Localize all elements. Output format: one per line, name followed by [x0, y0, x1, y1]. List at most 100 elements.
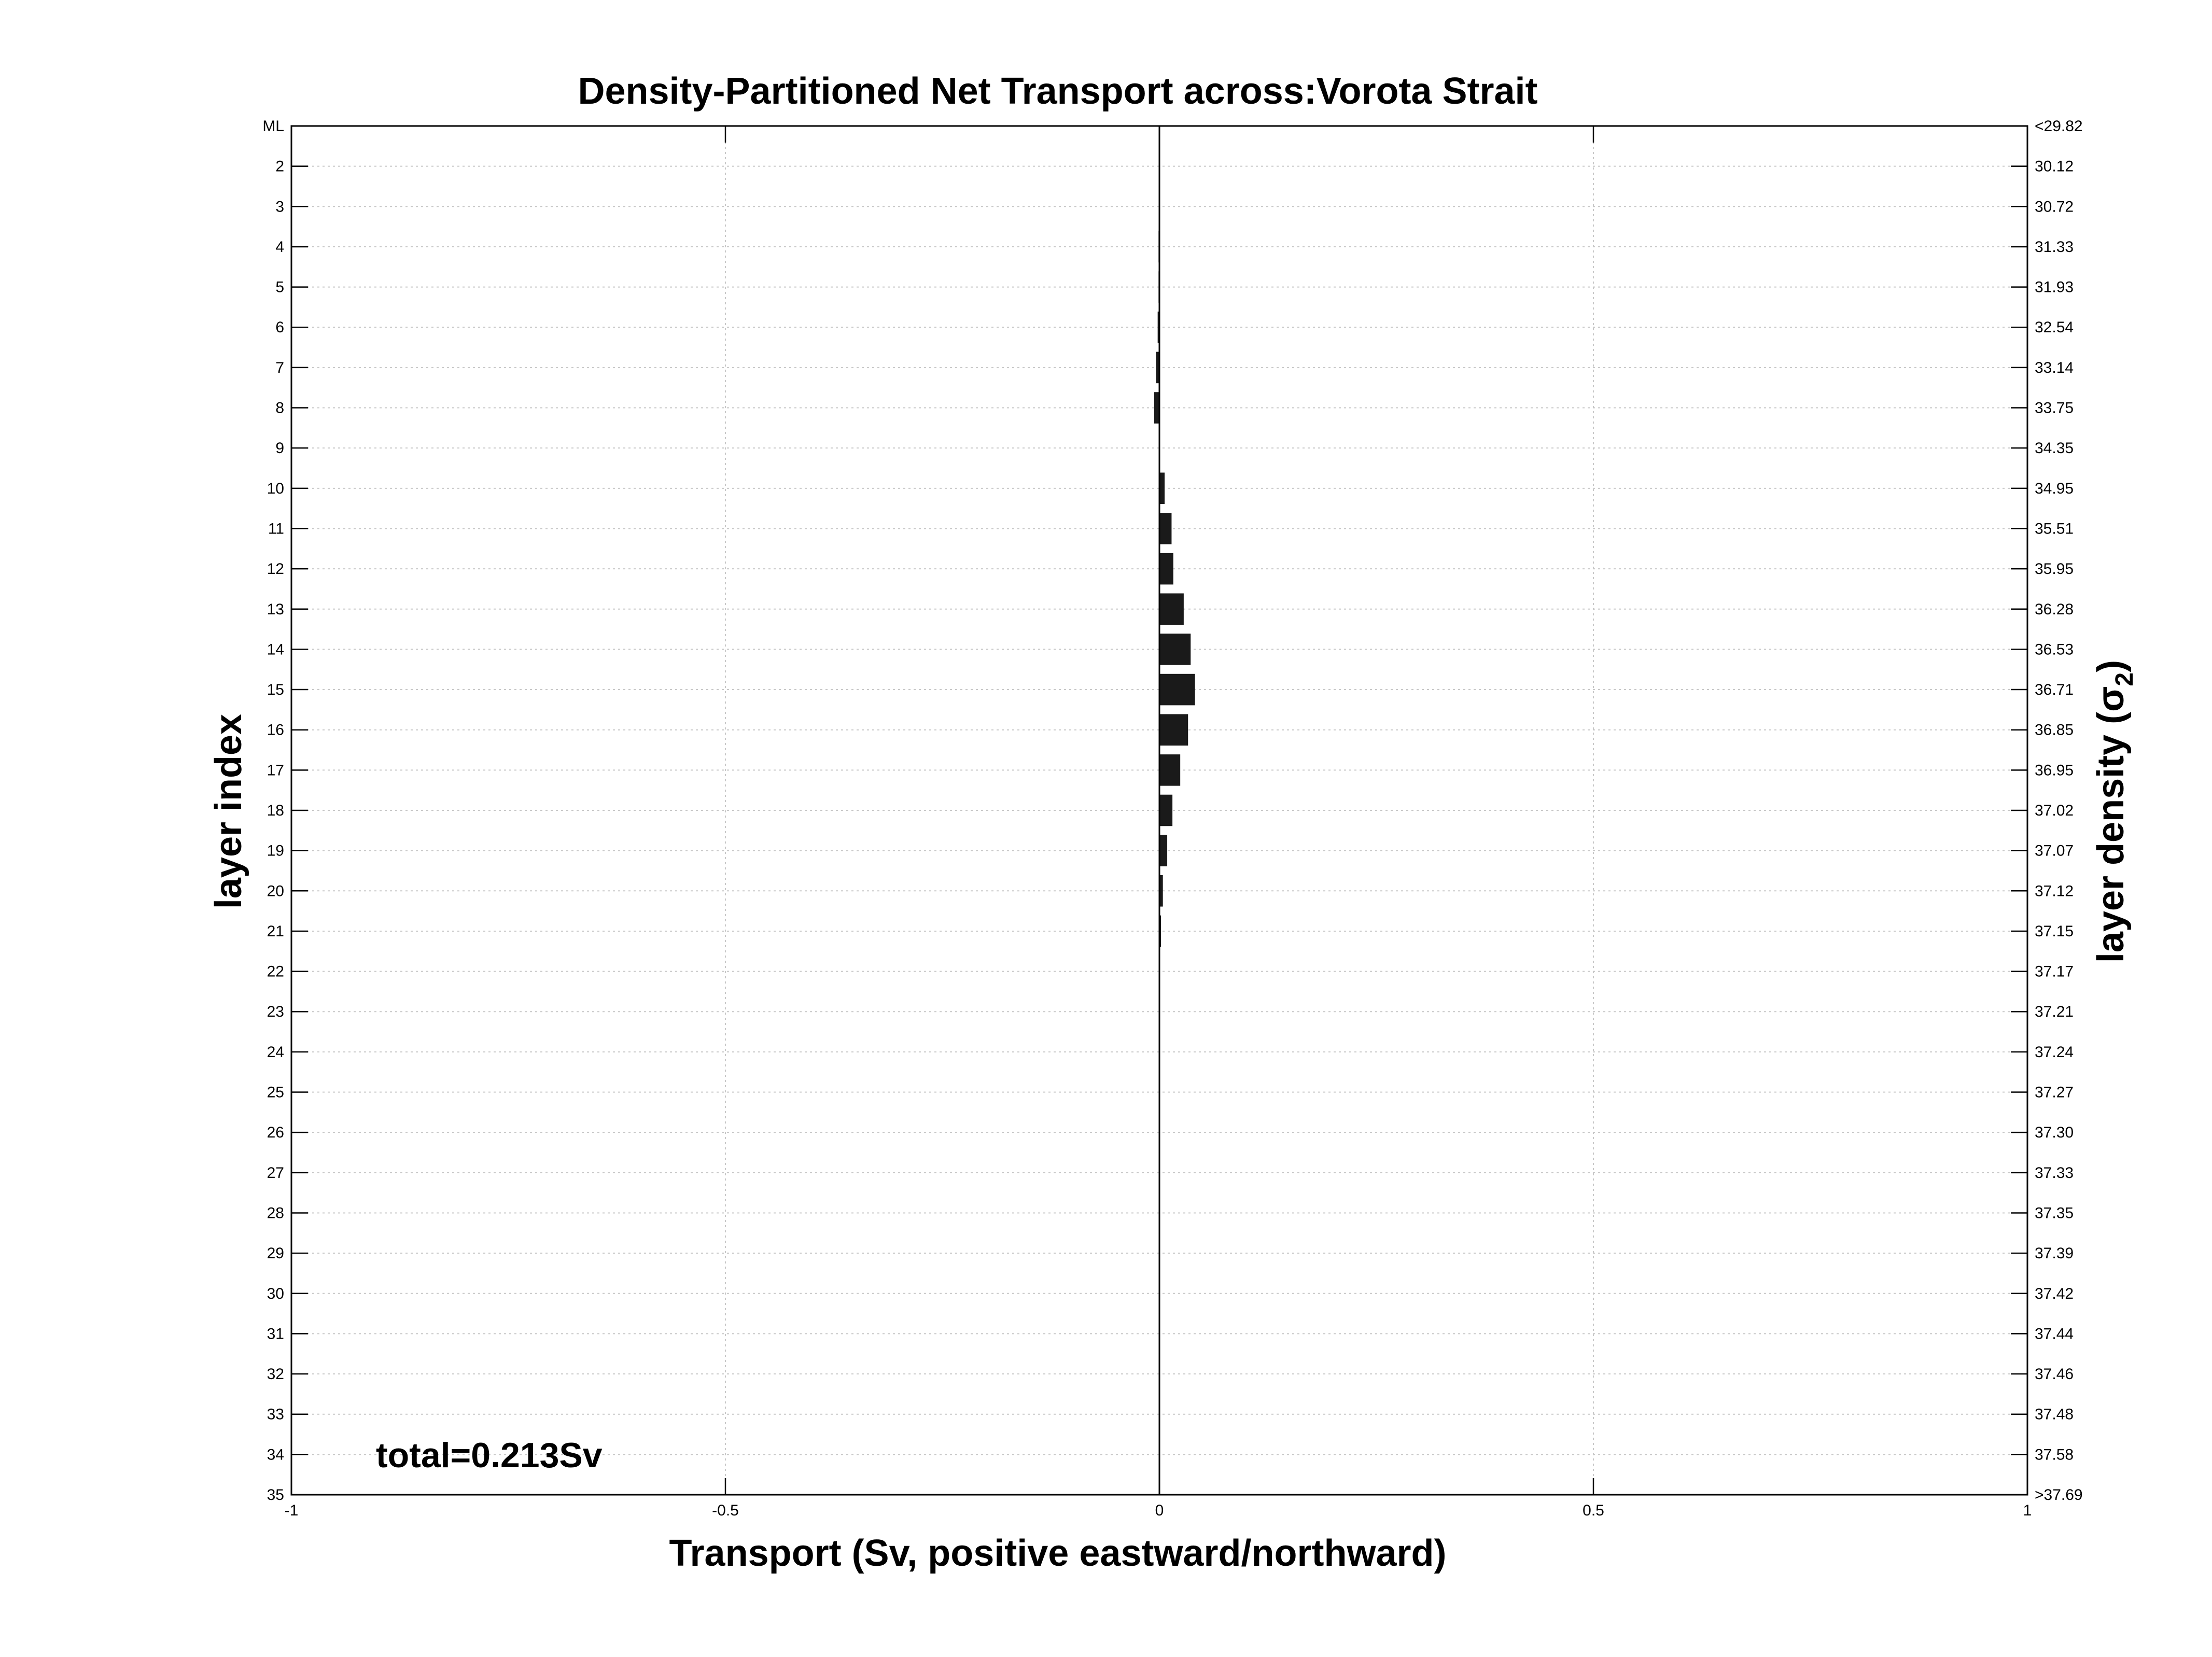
y-tick-label-left: 13 [267, 601, 284, 618]
x-tick-label: 0 [1155, 1502, 1164, 1519]
y-tick-label-left: 11 [268, 520, 284, 537]
bar [1154, 392, 1159, 424]
bar [1159, 835, 1168, 866]
y-tick-label-right: 37.15 [2035, 923, 2074, 940]
y-tick-label-left: 8 [275, 400, 284, 417]
bar [1159, 472, 1165, 504]
bars [1154, 231, 1195, 947]
y-tick-label-right: 35.51 [2035, 520, 2074, 537]
y-tick-label-right: 30.12 [2035, 158, 2074, 175]
y-tick-label-left: 10 [267, 480, 284, 497]
y-tick-label-right: <29.82 [2035, 118, 2083, 135]
y-tick-label-right: 35.95 [2035, 560, 2074, 578]
y-tick-label-left: 21 [267, 923, 284, 940]
y-tick-label-left: 9 [275, 440, 284, 457]
y-tick-label-right: 36.53 [2035, 641, 2074, 658]
y-tick-label-left: 23 [267, 1003, 284, 1020]
y-tick-label-left: 35 [267, 1486, 284, 1504]
y-tick-label-left: 19 [267, 842, 284, 860]
bar [1159, 513, 1172, 544]
bar [1159, 593, 1184, 625]
chart-title: Density-Partitioned Net Transport across… [578, 71, 1537, 112]
y-tick-label-right: 31.93 [2035, 279, 2074, 296]
y-axis-label-right: layer density (σ2) [2090, 660, 2138, 963]
y-tick-label-right: 37.46 [2035, 1366, 2074, 1383]
sigma-subscript: 2 [2111, 672, 2138, 686]
y-tick-label-left: 20 [267, 882, 284, 900]
y-axis-label-right-text: layer density ( [2090, 712, 2132, 963]
y-tick-label-left: 25 [267, 1084, 284, 1101]
y-tick-label-right: 37.44 [2035, 1325, 2074, 1342]
total-annotation: total=0.213Sv [376, 1436, 603, 1475]
y-tick-label-left: 30 [267, 1285, 284, 1302]
ticks [290, 125, 2028, 1496]
bar [1157, 311, 1159, 343]
x-tick-label: -1 [285, 1502, 299, 1519]
y-tick-label-left: 12 [267, 560, 284, 578]
y-tick-label-left: 27 [267, 1164, 284, 1182]
y-tick-label-left: 26 [267, 1124, 284, 1141]
y-tick-label-left: 34 [267, 1446, 284, 1463]
y-tick-label-right: 37.48 [2035, 1406, 2074, 1423]
y-tick-label-right: 34.35 [2035, 440, 2074, 457]
y-tick-label-left: 22 [267, 963, 284, 980]
y-tick-label-right: 37.27 [2035, 1084, 2074, 1101]
y-tick-label-right: 37.17 [2035, 963, 2074, 980]
y-tick-label-left: 31 [267, 1325, 284, 1342]
bar [1159, 553, 1173, 585]
bar [1159, 754, 1181, 786]
y-tick-label-right: 36.95 [2035, 762, 2074, 779]
y-tick-label-right: 37.07 [2035, 842, 2074, 860]
y-tick-label-right: 37.58 [2035, 1446, 2074, 1463]
y-tick-label-right: 37.33 [2035, 1164, 2074, 1182]
y-tick-label-left: 15 [267, 681, 284, 698]
y-tick-label-right: 36.71 [2035, 681, 2074, 698]
y-tick-label-left: 5 [275, 279, 284, 296]
y-tick-label-right: 36.85 [2035, 722, 2074, 739]
y-tick-label-left: 18 [267, 802, 284, 819]
y-tick-label-right: 37.12 [2035, 882, 2074, 900]
y-tick-label-right: 30.72 [2035, 198, 2074, 215]
y-tick-label-right: 37.35 [2035, 1204, 2074, 1221]
y-tick-label-right: 37.21 [2035, 1003, 2074, 1020]
y-tick-label-right: 33.75 [2035, 400, 2074, 417]
y-tick-label-left: 32 [267, 1366, 284, 1383]
y-tick-label-right: 37.30 [2035, 1124, 2074, 1141]
y-tick-label-left: ML [262, 118, 284, 135]
y-tick-label-right: 32.54 [2035, 319, 2074, 336]
y-axis-label-left: layer index [208, 714, 249, 909]
y-tick-label-left: 3 [275, 198, 284, 215]
y-tick-label-right: 34.95 [2035, 480, 2074, 497]
y-tick-label-left: 17 [267, 762, 284, 779]
y-tick-label-left: 14 [267, 641, 284, 658]
y-axis-label-right-close: ) [2090, 660, 2132, 672]
tick-labels: ML <29.82 2 30.12 3 30.72 4 31.33 5 31.93 6 32.54 7 3… [262, 118, 2082, 1519]
x-tick-label: 0.5 [1583, 1502, 1604, 1519]
x-tick-label: 1 [2023, 1502, 2032, 1519]
y-tick-label-right: 37.42 [2035, 1285, 2074, 1302]
y-tick-label-left: 28 [267, 1204, 284, 1221]
y-tick-label-right: 33.14 [2035, 359, 2074, 376]
bar [1159, 714, 1188, 746]
y-tick-label-right: 37.02 [2035, 802, 2074, 819]
sigma-symbol: σ [2090, 686, 2132, 712]
bar [1159, 634, 1191, 665]
y-tick-label-right: 31.33 [2035, 238, 2074, 256]
y-tick-label-left: 7 [275, 359, 284, 376]
bar [1156, 352, 1159, 384]
y-tick-label-right: 37.24 [2035, 1044, 2074, 1061]
bar [1159, 673, 1195, 706]
y-tick-label-left: 16 [267, 722, 284, 739]
y-tick-label-left: 2 [275, 158, 284, 175]
x-axis-label: Transport (Sv, positive eastward/northwa… [669, 1533, 1447, 1574]
bar [1159, 794, 1173, 826]
y-tick-label-right: 36.28 [2035, 601, 2074, 618]
y-tick-label-left: 24 [267, 1044, 284, 1061]
y-tick-label-right: 37.39 [2035, 1245, 2074, 1262]
y-tick-label-left: 29 [267, 1245, 284, 1262]
y-tick-label-right: >37.69 [2035, 1486, 2083, 1504]
y-tick-label-left: 6 [275, 319, 284, 336]
x-tick-label: -0.5 [712, 1502, 739, 1519]
